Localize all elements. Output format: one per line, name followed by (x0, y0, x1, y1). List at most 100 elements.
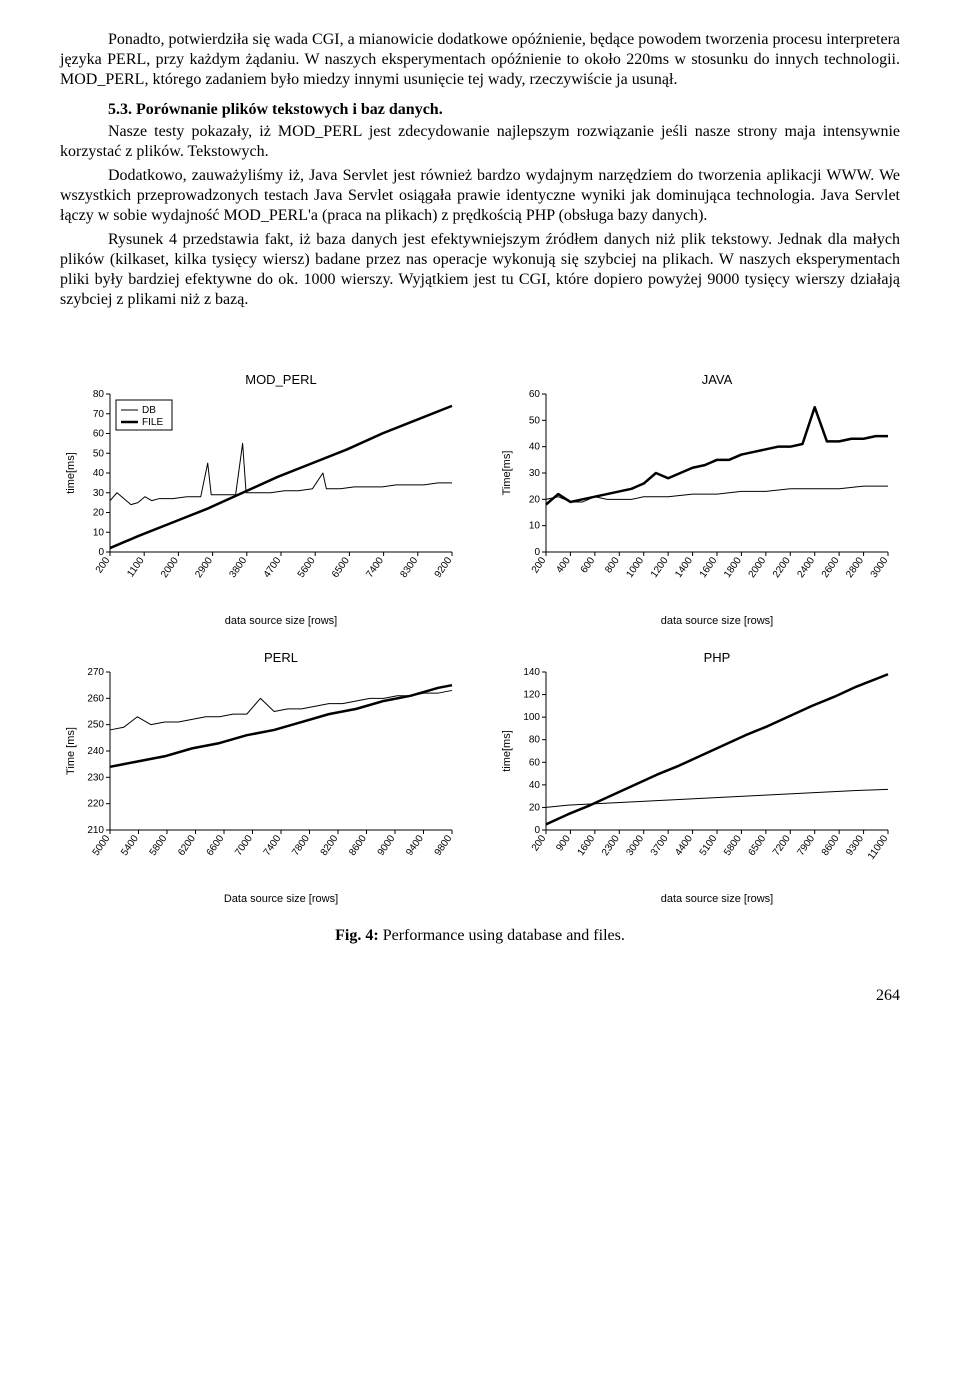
svg-text:70: 70 (92, 409, 104, 420)
svg-text:30: 30 (92, 488, 104, 499)
svg-text:7400: 7400 (261, 833, 283, 858)
svg-text:2600: 2600 (820, 555, 842, 580)
svg-text:4400: 4400 (674, 833, 696, 858)
svg-text:800: 800 (604, 555, 623, 575)
svg-text:2300: 2300 (600, 833, 622, 858)
svg-text:120: 120 (524, 690, 541, 701)
svg-text:MOD_PERL: MOD_PERL (245, 372, 317, 387)
svg-text:2900: 2900 (193, 555, 215, 580)
svg-text:11000: 11000 (866, 833, 891, 862)
svg-text:5600: 5600 (295, 555, 317, 580)
figure-4-text: Performance using database and files. (379, 927, 625, 944)
chart-mod-perl: MOD_PERL01020304050607080200110020002900… (60, 370, 463, 630)
svg-text:7800: 7800 (290, 833, 312, 858)
svg-text:7200: 7200 (771, 833, 793, 858)
svg-text:900: 900 (555, 833, 574, 853)
svg-text:40: 40 (92, 468, 104, 479)
svg-text:200: 200 (530, 555, 549, 575)
figure-4-caption: Fig. 4: Performance using database and f… (60, 926, 900, 946)
svg-text:1600: 1600 (576, 833, 598, 858)
svg-text:250: 250 (87, 720, 104, 731)
svg-text:30: 30 (529, 468, 541, 479)
figure-4-label: Fig. 4: (335, 927, 379, 944)
svg-text:9400: 9400 (404, 833, 426, 858)
svg-text:JAVA: JAVA (702, 372, 733, 387)
svg-text:20: 20 (529, 494, 541, 505)
page-number: 264 (60, 986, 900, 1006)
svg-text:60: 60 (92, 429, 104, 440)
svg-text:230: 230 (87, 772, 104, 783)
svg-text:1100: 1100 (125, 555, 147, 579)
svg-text:80: 80 (92, 389, 104, 400)
svg-text:time[ms]: time[ms] (65, 452, 77, 494)
svg-text:220: 220 (87, 799, 104, 810)
svg-text:Time [ms]: Time [ms] (65, 727, 77, 775)
svg-text:8600: 8600 (347, 833, 369, 858)
svg-text:5100: 5100 (698, 833, 720, 858)
svg-text:3000: 3000 (869, 555, 891, 580)
chart-java: JAVA010203040506020040060080010001200140… (497, 370, 900, 630)
svg-text:5800: 5800 (147, 833, 169, 858)
svg-text:50: 50 (529, 415, 541, 426)
svg-text:20: 20 (92, 508, 104, 519)
svg-text:270: 270 (87, 667, 104, 678)
svg-text:5400: 5400 (119, 833, 141, 858)
svg-text:Data source size [rows]: Data source size [rows] (223, 893, 337, 905)
svg-text:240: 240 (87, 746, 104, 757)
svg-text:40: 40 (529, 780, 541, 791)
svg-text:200: 200 (530, 833, 549, 853)
svg-text:60: 60 (529, 389, 541, 400)
svg-text:7400: 7400 (364, 555, 386, 580)
paragraph-4: Rysunek 4 przedstawia fakt, iż baza dany… (60, 230, 900, 310)
svg-text:time[ms]: time[ms] (501, 730, 513, 772)
svg-text:1400: 1400 (674, 555, 696, 580)
svg-text:7900: 7900 (796, 833, 818, 858)
figure-4-charts: MOD_PERL01020304050607080200110020002900… (60, 370, 900, 946)
svg-text:PHP: PHP (704, 650, 731, 665)
svg-text:260: 260 (87, 693, 104, 704)
svg-text:7000: 7000 (233, 833, 255, 858)
svg-text:6500: 6500 (747, 833, 769, 858)
svg-text:5000: 5000 (90, 833, 112, 858)
svg-text:data source size [rows]: data source size [rows] (661, 893, 774, 905)
svg-text:3800: 3800 (227, 555, 249, 580)
svg-text:2200: 2200 (771, 555, 793, 580)
svg-text:Time[ms]: Time[ms] (501, 451, 513, 496)
svg-text:6600: 6600 (204, 833, 226, 858)
svg-text:60: 60 (529, 757, 541, 768)
svg-text:4700: 4700 (261, 555, 283, 580)
svg-text:1200: 1200 (649, 555, 671, 580)
svg-text:8600: 8600 (820, 833, 842, 858)
paragraph-1: Ponadto, potwierdziła się wada CGI, a mi… (60, 30, 900, 90)
svg-text:20: 20 (529, 802, 541, 813)
svg-text:10: 10 (92, 527, 104, 538)
svg-text:6200: 6200 (176, 833, 198, 858)
svg-text:2800: 2800 (845, 555, 867, 580)
svg-text:1600: 1600 (698, 555, 720, 580)
svg-text:80: 80 (529, 735, 541, 746)
svg-text:9200: 9200 (432, 555, 454, 580)
paragraph-2: Nasze testy pokazały, iż MOD_PERL jest z… (60, 122, 900, 162)
svg-text:10: 10 (529, 521, 541, 532)
svg-text:1800: 1800 (723, 555, 745, 580)
paragraph-3: Dodatkowo, zauważyliśmy iż, Java Servlet… (60, 166, 900, 226)
svg-text:PERL: PERL (264, 650, 298, 665)
svg-text:2000: 2000 (747, 555, 769, 580)
svg-text:8300: 8300 (398, 555, 420, 580)
svg-text:FILE: FILE (142, 417, 163, 428)
svg-text:9800: 9800 (432, 833, 454, 858)
svg-text:9300: 9300 (845, 833, 867, 858)
svg-text:2400: 2400 (796, 555, 818, 580)
svg-text:DB: DB (142, 405, 156, 416)
svg-text:400: 400 (555, 555, 574, 575)
svg-text:140: 140 (524, 667, 541, 678)
svg-text:40: 40 (529, 442, 541, 453)
svg-text:1000: 1000 (625, 555, 647, 580)
svg-text:600: 600 (579, 555, 598, 575)
svg-text:3700: 3700 (649, 833, 671, 858)
svg-text:50: 50 (92, 448, 104, 459)
svg-text:data source size [rows]: data source size [rows] (224, 615, 337, 627)
svg-text:2000: 2000 (159, 555, 181, 580)
svg-text:3000: 3000 (625, 833, 647, 858)
svg-text:data source size [rows]: data source size [rows] (661, 615, 774, 627)
